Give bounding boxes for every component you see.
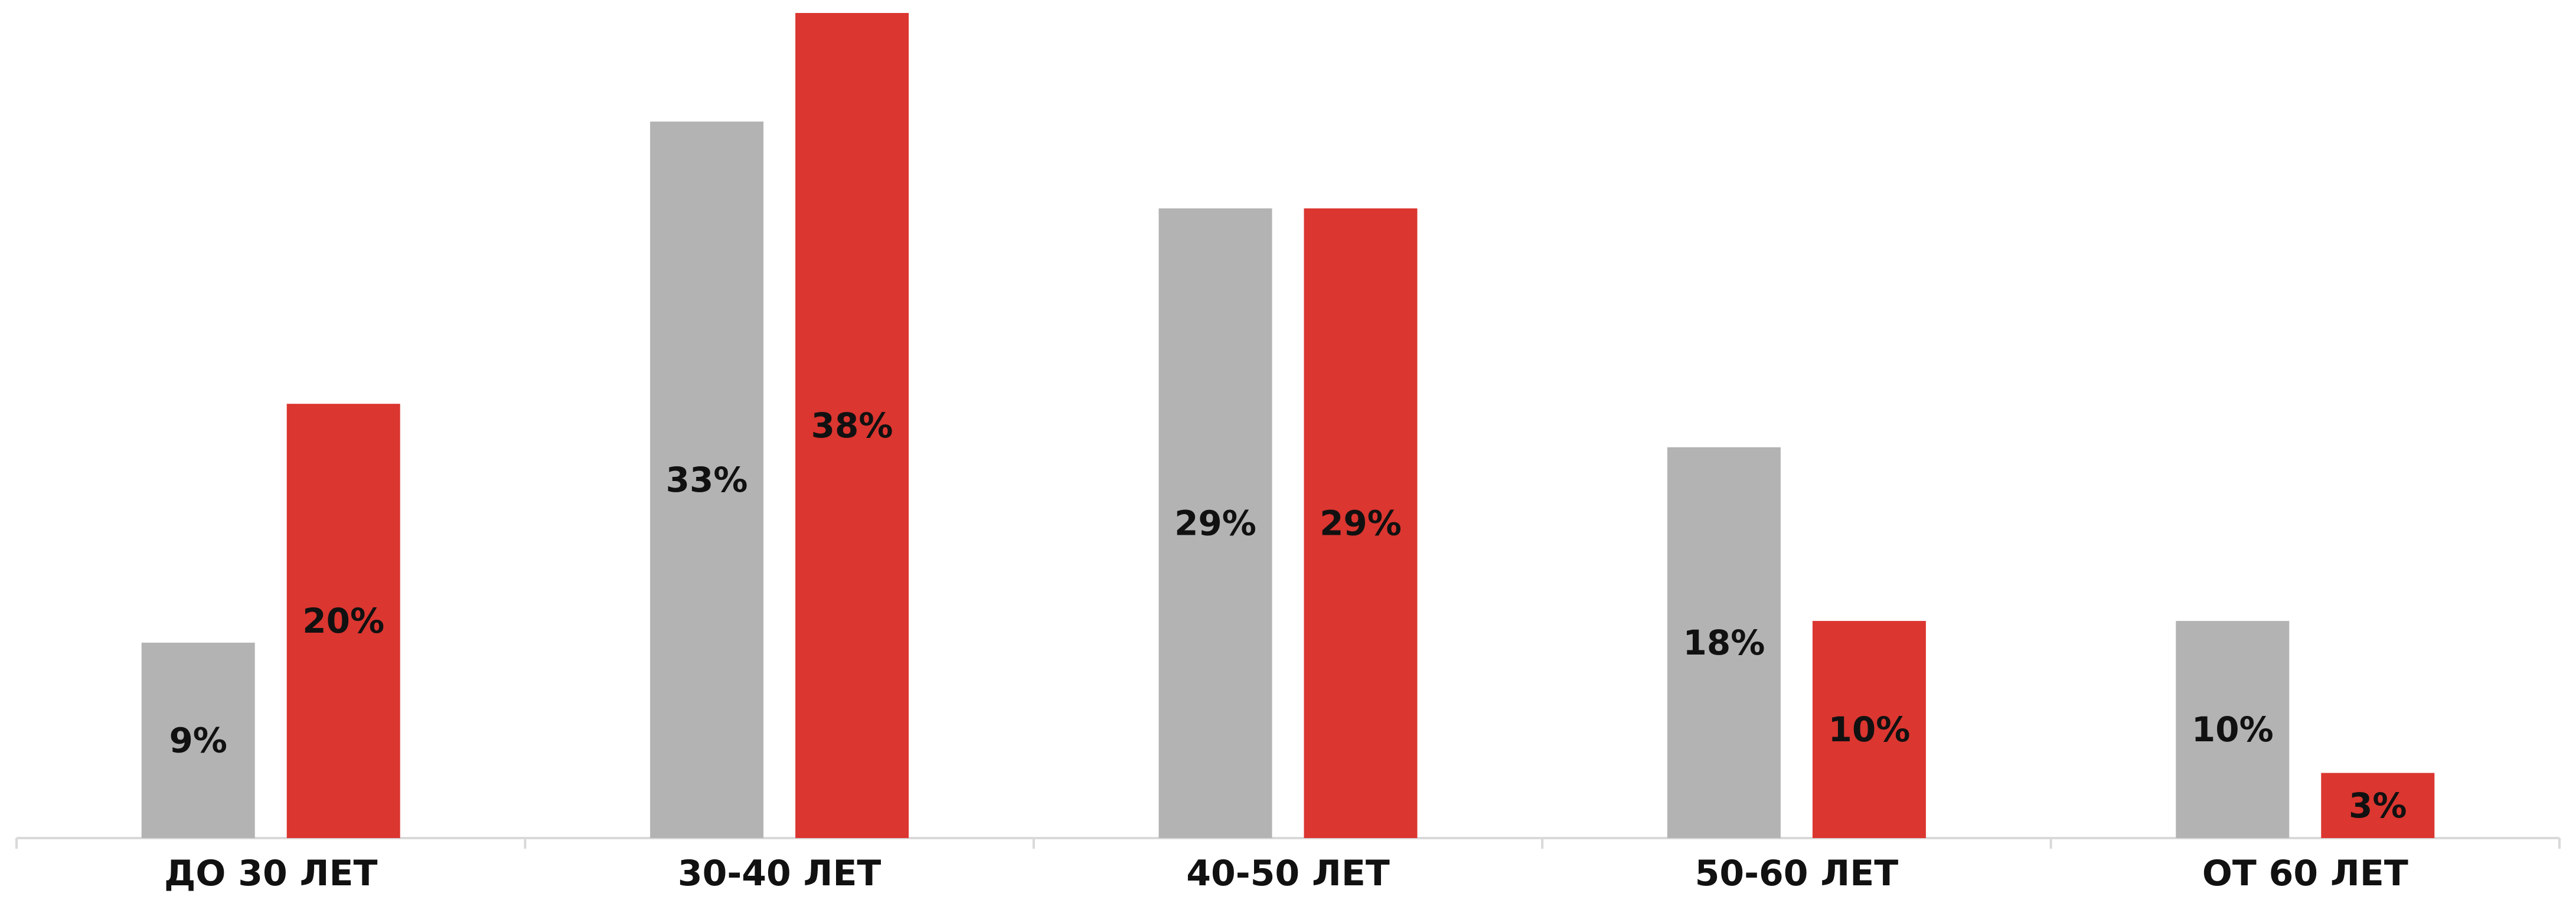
category-label: 40-50 ЛЕТ	[1186, 853, 1390, 894]
bar-value-label: 29%	[1174, 503, 1256, 544]
bar-value-label: 3%	[2349, 786, 2407, 826]
bar-series-1-1	[141, 642, 255, 838]
bar-series-2-5	[2321, 773, 2435, 838]
bar-series-2-1	[286, 404, 400, 838]
bar-value-label: 38%	[811, 405, 893, 446]
category-label: ДО 30 ЛЕТ	[164, 853, 378, 894]
bar-series-1-3	[1158, 208, 1272, 839]
category-label: 30-40 ЛЕТ	[678, 853, 881, 894]
bar-series-1-4	[1667, 447, 1781, 838]
bar-series-1-5	[2176, 621, 2290, 838]
bar-value-label: 9%	[169, 720, 227, 760]
bar-value-label: 10%	[2192, 709, 2274, 750]
category-label: ОТ 60 ЛЕТ	[2202, 853, 2408, 894]
bar-series-2-3	[1304, 208, 1418, 839]
bar-value-label: 33%	[666, 460, 748, 500]
bar-series-2-4	[1812, 621, 1926, 838]
bar-series-2-2	[795, 13, 909, 838]
bar-value-label: 18%	[1683, 623, 1765, 663]
category-label: 50-60 ЛЕТ	[1695, 853, 1899, 894]
bar-value-label: 29%	[1320, 503, 1402, 544]
bar-value-label: 10%	[1828, 709, 1910, 750]
bar-value-label: 20%	[302, 601, 384, 641]
bar-series-1-2	[650, 121, 764, 838]
